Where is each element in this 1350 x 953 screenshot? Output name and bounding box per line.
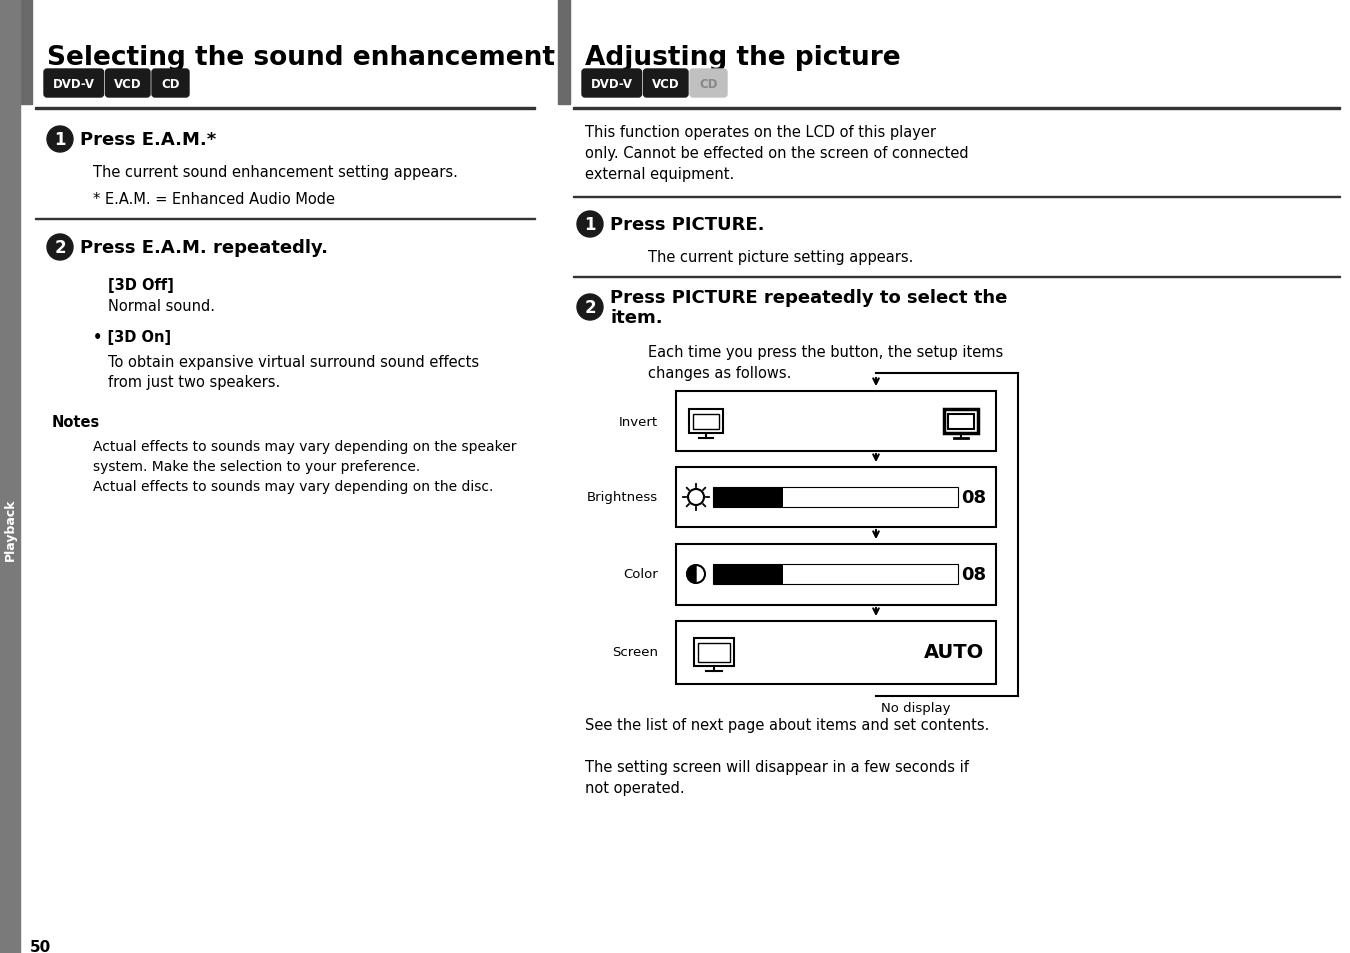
Text: Press PICTURE repeatedly to select the: Press PICTURE repeatedly to select the — [610, 289, 1007, 307]
Text: Screen: Screen — [612, 646, 657, 659]
Text: not operated.: not operated. — [585, 781, 684, 795]
Text: 50: 50 — [30, 939, 51, 953]
Bar — [698, 643, 730, 662]
FancyBboxPatch shape — [644, 70, 688, 98]
FancyBboxPatch shape — [105, 70, 150, 98]
FancyBboxPatch shape — [153, 70, 189, 98]
Text: [3D Off]: [3D Off] — [108, 277, 174, 293]
Bar — [694, 639, 734, 666]
Text: item.: item. — [610, 309, 663, 327]
Text: Adjusting the picture: Adjusting the picture — [585, 45, 900, 71]
Circle shape — [47, 234, 73, 261]
Text: CD: CD — [699, 77, 718, 91]
Text: DVD-V: DVD-V — [53, 77, 94, 91]
Text: The current picture setting appears.: The current picture setting appears. — [648, 250, 914, 265]
Bar — [676, 392, 996, 452]
Bar — [35, 108, 535, 110]
Text: only. Cannot be effected on the screen of connected: only. Cannot be effected on the screen o… — [585, 146, 968, 161]
Text: Selecting the sound enhancement: Selecting the sound enhancement — [47, 45, 555, 71]
Bar — [713, 564, 783, 584]
FancyBboxPatch shape — [45, 70, 104, 98]
Text: 1: 1 — [585, 215, 595, 233]
Text: DVD-V: DVD-V — [591, 77, 633, 91]
Text: 08: 08 — [961, 489, 986, 506]
Bar — [713, 488, 958, 507]
Text: Playback: Playback — [4, 498, 16, 560]
FancyBboxPatch shape — [582, 70, 641, 98]
Circle shape — [576, 212, 603, 237]
Text: Press E.A.M.*: Press E.A.M.* — [80, 131, 216, 149]
Text: To obtain expansive virtual surround sound effects: To obtain expansive virtual surround sou… — [108, 355, 479, 370]
Text: VCD: VCD — [113, 77, 142, 91]
Bar — [0, 0, 20, 953]
Bar — [948, 415, 973, 430]
Text: CD: CD — [161, 77, 180, 91]
Text: AUTO: AUTO — [923, 643, 984, 661]
Text: Actual effects to sounds may vary depending on the disc.: Actual effects to sounds may vary depend… — [93, 479, 493, 494]
Text: Brightness: Brightness — [587, 491, 657, 504]
Bar — [713, 564, 958, 584]
Text: Invert: Invert — [618, 416, 657, 428]
Text: system. Make the selection to your preference.: system. Make the selection to your prefe… — [93, 459, 420, 474]
Text: Color: Color — [624, 568, 657, 581]
Text: * E.A.M. = Enhanced Audio Mode: * E.A.M. = Enhanced Audio Mode — [93, 192, 335, 207]
Bar — [558, 0, 570, 105]
Text: changes as follows.: changes as follows. — [648, 366, 791, 380]
Text: The current sound enhancement setting appears.: The current sound enhancement setting ap… — [93, 165, 458, 180]
Text: 2: 2 — [54, 239, 66, 256]
Bar — [676, 544, 996, 605]
Polygon shape — [687, 565, 697, 583]
FancyBboxPatch shape — [690, 70, 728, 98]
Circle shape — [47, 127, 73, 152]
Bar — [572, 196, 1341, 198]
Bar — [572, 276, 1341, 277]
Text: Press E.A.M. repeatedly.: Press E.A.M. repeatedly. — [80, 239, 328, 256]
Text: No display: No display — [882, 701, 950, 714]
Text: external equipment.: external equipment. — [585, 167, 734, 182]
Bar — [572, 108, 1341, 110]
Text: Press PICTURE.: Press PICTURE. — [610, 215, 764, 233]
Bar — [693, 415, 720, 430]
Bar — [713, 488, 783, 507]
Text: from just two speakers.: from just two speakers. — [108, 375, 281, 390]
Text: 2: 2 — [585, 298, 595, 316]
Text: Actual effects to sounds may vary depending on the speaker: Actual effects to sounds may vary depend… — [93, 439, 517, 454]
Text: 1: 1 — [54, 131, 66, 149]
Text: Normal sound.: Normal sound. — [108, 298, 215, 314]
Circle shape — [576, 294, 603, 320]
Text: • [3D On]: • [3D On] — [93, 330, 171, 345]
Text: This function operates on the LCD of this player: This function operates on the LCD of thi… — [585, 125, 936, 140]
Text: The setting screen will disappear in a few seconds if: The setting screen will disappear in a f… — [585, 760, 969, 774]
Bar — [676, 468, 996, 527]
Bar — [35, 218, 535, 220]
Text: Each time you press the button, the setup items: Each time you press the button, the setu… — [648, 345, 1003, 359]
Bar — [20, 0, 32, 105]
Text: VCD: VCD — [652, 77, 679, 91]
Bar — [676, 621, 996, 684]
Text: Notes: Notes — [53, 415, 100, 430]
Bar — [688, 410, 724, 434]
Text: See the list of next page about items and set contents.: See the list of next page about items an… — [585, 718, 990, 732]
Bar — [944, 410, 977, 434]
Text: 08: 08 — [961, 565, 986, 583]
